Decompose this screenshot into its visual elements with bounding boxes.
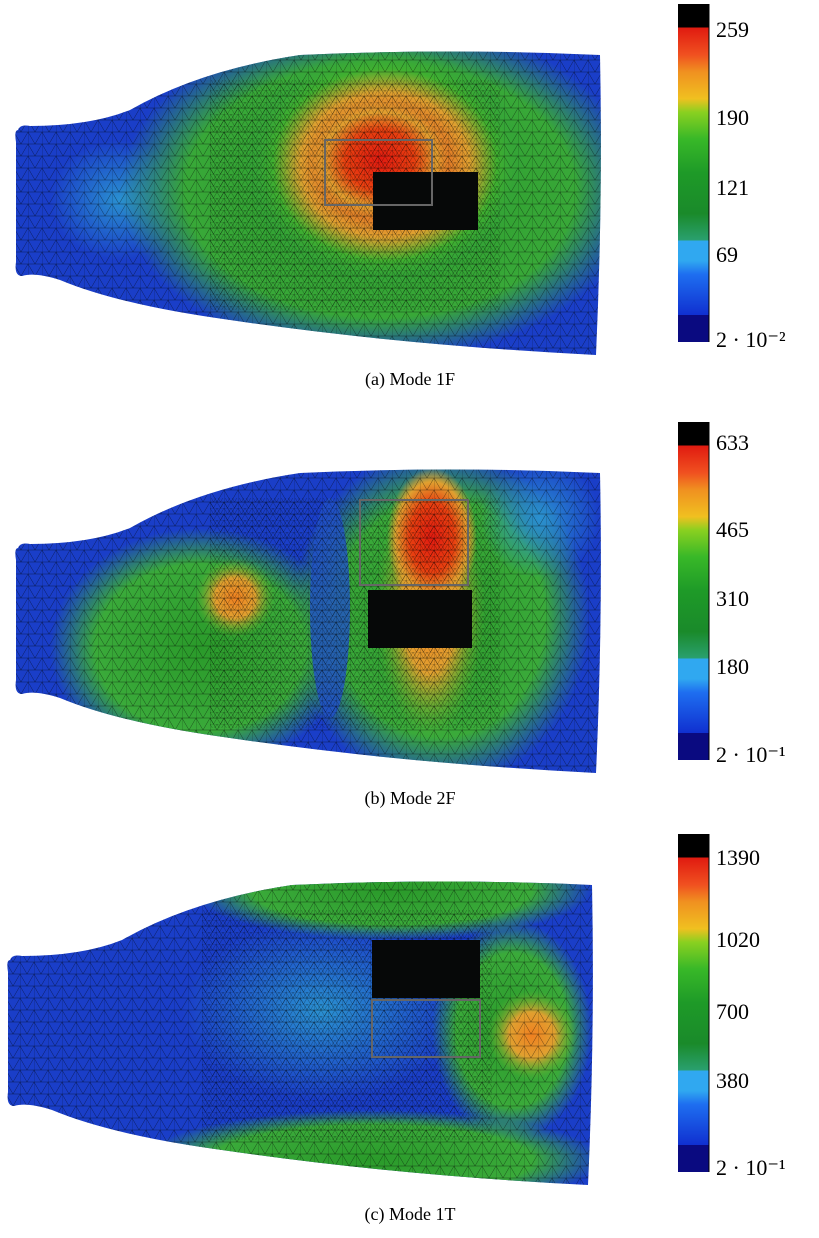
colorbar: [678, 834, 709, 1172]
colorbar-tick-label: 310: [716, 586, 749, 611]
colorbar-tick-label: 2 · 10⁻¹: [716, 742, 786, 767]
panel-a: [15, 51, 601, 355]
caption: (c) Mode 1T: [365, 1204, 456, 1225]
colorbar-tick-label: 380: [716, 1068, 749, 1093]
colorbar-tick-label: 700: [716, 999, 749, 1024]
colorbar-tick-label: 2 · 10⁻²: [716, 327, 786, 352]
panel-b: [15, 469, 601, 773]
colorbar-tick-label: 1020: [716, 927, 760, 952]
colorbar: [678, 422, 709, 760]
colorbar-tick-label: 121: [716, 175, 749, 200]
caption: (b) Mode 2F: [365, 788, 456, 809]
colorbar-tick-label: 180: [716, 654, 749, 679]
colorbar-tick-label: 465: [716, 517, 749, 542]
colorbar-tick-label: 633: [716, 430, 749, 455]
colorbar-tick-label: 69: [716, 242, 738, 267]
colorbar-tick-label: 259: [716, 17, 749, 42]
caption: (a) Mode 1F: [365, 369, 455, 390]
colorbar-tick-label: 2 · 10⁻¹: [716, 1155, 786, 1180]
colorbar: [678, 4, 709, 342]
panel-c: [7, 881, 593, 1185]
colorbar-tick-label: 190: [716, 105, 749, 130]
colorbar-tick-label: 1390: [716, 845, 760, 870]
